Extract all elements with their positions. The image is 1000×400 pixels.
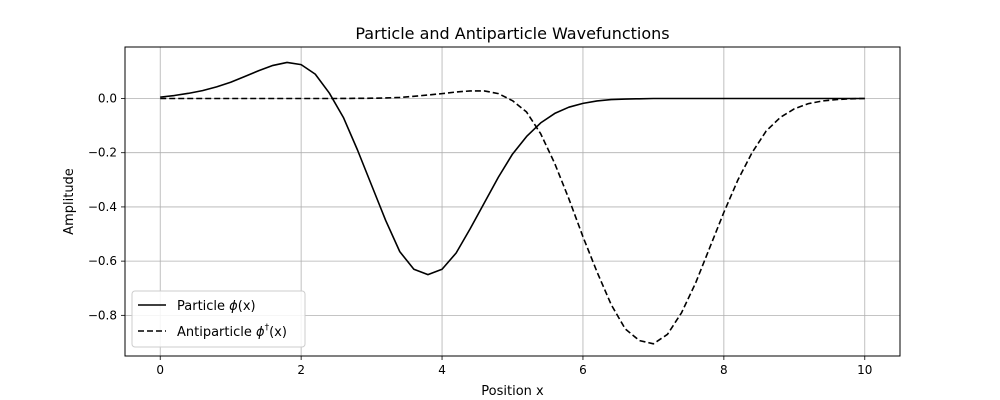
legend-antiparticle-label: Antiparticle ϕ†(x) <box>177 323 287 340</box>
legend-particle-label: Particle ϕ(x) <box>177 299 256 314</box>
x-tick-label: 2 <box>297 363 305 377</box>
x-axis-label: Position x <box>481 384 544 399</box>
x-tick-label: 10 <box>857 363 872 377</box>
x-tick-label: 4 <box>438 363 446 377</box>
series-layer <box>160 61 865 345</box>
legend-label-superscript: † <box>265 323 270 333</box>
legend-label-text: Antiparticle <box>177 325 256 340</box>
legend-label-argument: (x) <box>269 325 287 340</box>
ticks: 0 2 4 6 8 10 0.0 −0.2 −0.4 −0.6 −0.8 <box>88 92 873 378</box>
plot-frame <box>124 46 901 357</box>
legend-label-symbol: ϕ <box>256 325 265 340</box>
x-tick-label: 0 <box>156 363 164 377</box>
y-tick-label: −0.2 <box>88 146 117 160</box>
particle-series-line <box>160 61 865 276</box>
chart-title: Particle and Antiparticle Wavefunctions <box>355 24 669 43</box>
y-axis-label: Amplitude <box>62 168 77 235</box>
legend-label-text: Particle <box>177 299 229 314</box>
legend: Particle ϕ(x)Antiparticle ϕ†(x) <box>131 290 306 348</box>
legend-label-symbol: ϕ <box>229 299 238 314</box>
y-tick-label: −0.8 <box>88 308 117 322</box>
y-tick-label: −0.4 <box>88 200 117 214</box>
x-tick-label: 6 <box>579 363 587 377</box>
legend-box <box>131 290 306 348</box>
x-tick-label: 8 <box>720 363 728 377</box>
y-tick-label: −0.6 <box>88 254 117 268</box>
legend-label-argument: (x) <box>238 299 256 314</box>
antiparticle-series-line <box>160 90 865 345</box>
y-tick-label: 0.0 <box>98 92 117 106</box>
